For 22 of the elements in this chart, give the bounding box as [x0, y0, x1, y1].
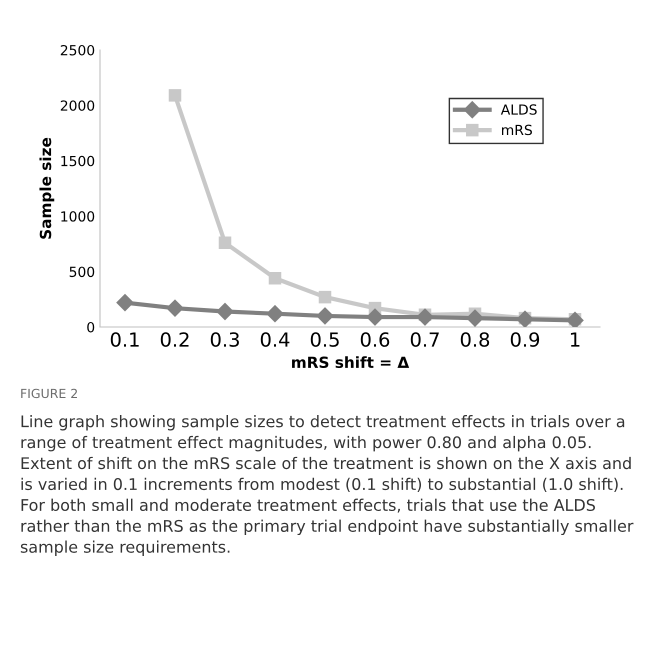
text: Line graph showing sample sizes to detect treatment effects in trials over a range of treatment effect magnitudes, with power 0.80 and alpha 0.05. Extent of shift on the mRS scale of the treatment is shown on the X axis and is varied in 0.1 increments from modest (0.1 shift) to substantial (1.0 shift). For both small and moderate treatment effects, trials that use the ALDS rather than the mRS as the primary trial endpoint have substantially smaller sample size requirements. [20, 415, 634, 556]
x-tick-label: 0.6 [360, 332, 390, 347]
x-tick-label: 0.2 [160, 332, 189, 347]
y-tick-label: 1000 [61, 211, 94, 222]
x-tick-label: 1 [570, 332, 580, 347]
y-tick-label: 2000 [60, 100, 94, 111]
y-tick-label: 2500 [60, 44, 94, 56]
x-tick-label: 0.8 [460, 332, 490, 347]
y-tick-label: 500 [70, 266, 94, 278]
x-tick-label: 0.7 [410, 332, 439, 347]
x-axis-title: mRS shift = Δ [292, 356, 410, 368]
x-tick-label: 0.3 [210, 332, 239, 347]
y-tick-label: 1500 [61, 156, 94, 166]
x-tick-label: 0.4 [260, 332, 290, 347]
legend-label: mRS [502, 124, 532, 136]
x-tick-label: 0.5 [310, 332, 339, 347]
x-tick-label: 0.1 [110, 332, 139, 347]
y-axis-title: Sample size [39, 138, 54, 239]
legend-label: ALDS [500, 104, 537, 115]
y-tick-label: 0 [87, 322, 94, 332]
caption: FIGURE 2 [21, 388, 77, 398]
x-tick-label: 0.9 [510, 332, 540, 347]
